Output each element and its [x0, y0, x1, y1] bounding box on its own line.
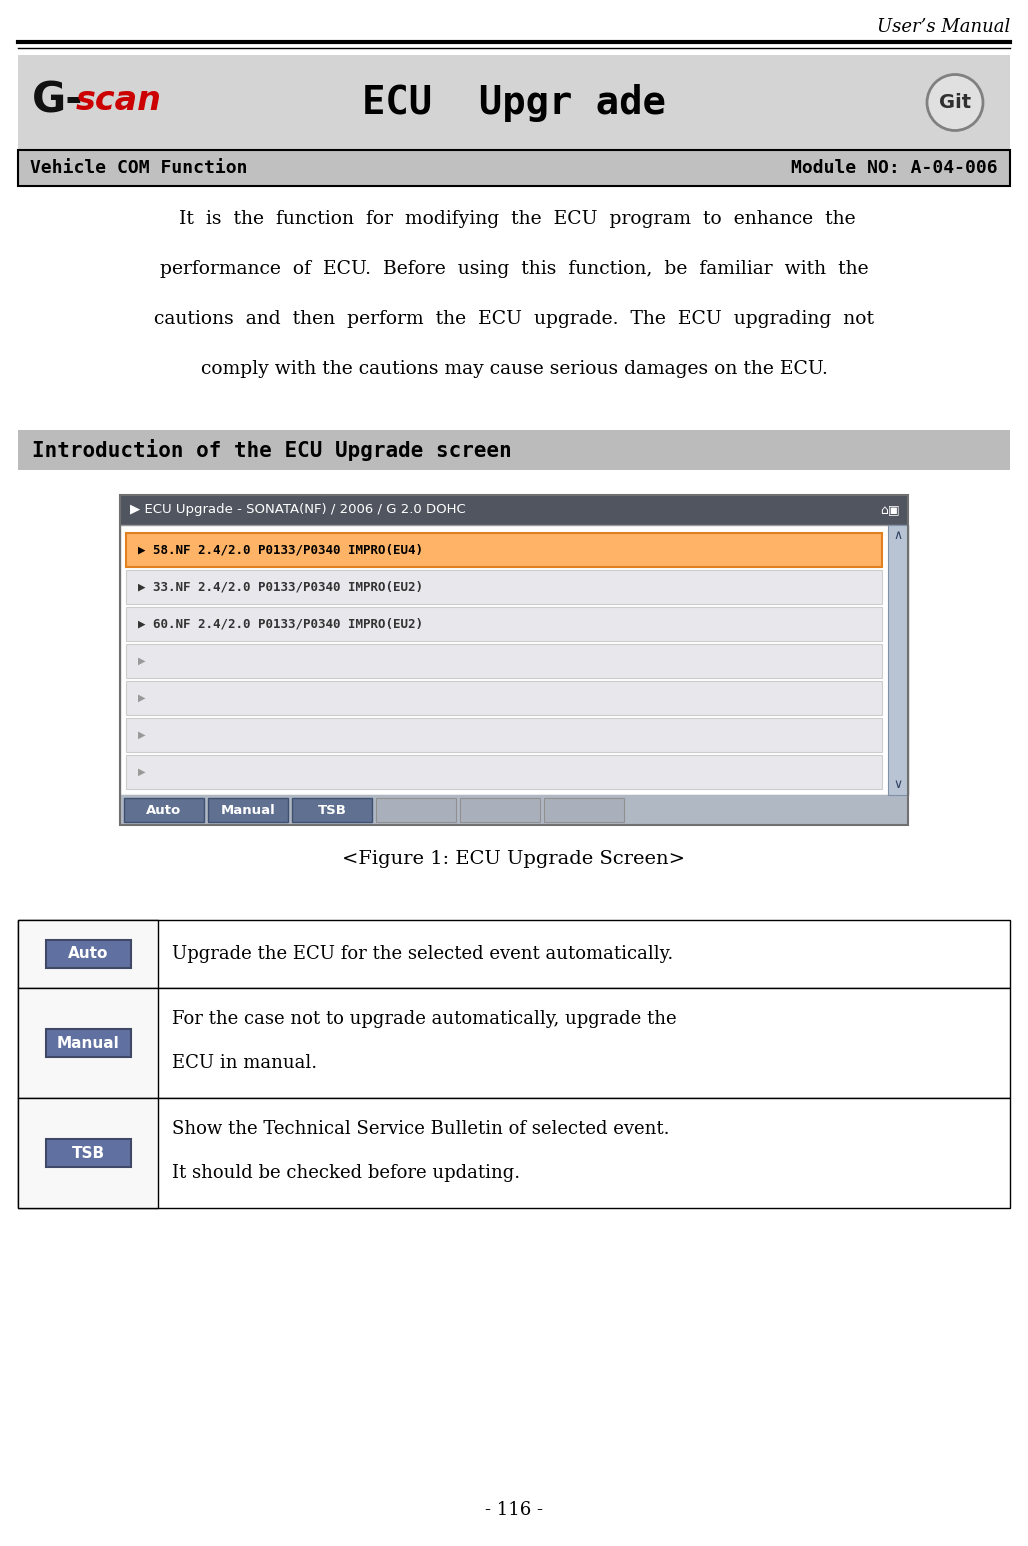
Text: Git: Git — [939, 93, 971, 111]
Text: TSB: TSB — [71, 1146, 105, 1161]
Bar — [126, 754, 882, 788]
Circle shape — [927, 74, 983, 130]
Text: ECU  Upgr ade: ECU Upgr ade — [362, 83, 666, 122]
Text: ∨: ∨ — [893, 778, 903, 792]
Bar — [126, 533, 882, 567]
Text: ▶: ▶ — [138, 730, 146, 741]
Bar — [208, 798, 288, 822]
Bar — [120, 795, 908, 826]
Text: Upgrade the ECU for the selected event automatically.: Upgrade the ECU for the selected event a… — [172, 945, 673, 963]
Text: performance  of  ECU.  Before  using  this  function,  be  familiar  with  the: performance of ECU. Before using this fu… — [159, 260, 869, 278]
Text: Vehicle COM Function: Vehicle COM Function — [30, 159, 248, 176]
Bar — [19, 920, 1009, 988]
Bar — [120, 495, 908, 826]
Bar — [126, 608, 882, 642]
Text: Auto: Auto — [68, 946, 108, 962]
Bar — [120, 495, 908, 526]
Text: ECU in manual.: ECU in manual. — [172, 1054, 317, 1071]
Text: ▶ ECU Upgrade - SONATA(NF) / 2006 / G 2.0 DOHC: ▶ ECU Upgrade - SONATA(NF) / 2006 / G 2.… — [130, 504, 466, 516]
Text: It should be checked before updating.: It should be checked before updating. — [172, 1164, 520, 1181]
Text: - 116 -: - 116 - — [485, 1501, 543, 1520]
Text: User’s Manual: User’s Manual — [877, 19, 1009, 36]
Text: It  is  the  function  for  modifying  the  ECU  program  to  enhance  the: It is the function for modifying the ECU… — [173, 210, 855, 227]
Text: Show the Technical Service Bulletin of selected event.: Show the Technical Service Bulletin of s… — [172, 1119, 669, 1138]
Text: ▶: ▶ — [138, 767, 146, 778]
Bar — [19, 56, 1009, 150]
Bar — [19, 1098, 1009, 1207]
Text: <Figure 1: ECU Upgrade Screen>: <Figure 1: ECU Upgrade Screen> — [342, 850, 686, 867]
Bar — [19, 150, 1009, 186]
Bar — [19, 988, 1009, 1098]
Bar — [126, 717, 882, 751]
Text: G-: G- — [32, 79, 83, 122]
Bar — [120, 526, 908, 795]
Bar — [45, 1139, 131, 1167]
Bar — [292, 798, 372, 822]
Text: Module NO: A-04-006: Module NO: A-04-006 — [792, 159, 998, 176]
Text: For the case not to upgrade automatically, upgrade the: For the case not to upgrade automaticall… — [172, 1010, 676, 1028]
Bar — [19, 430, 1009, 470]
Bar — [460, 798, 540, 822]
Bar — [45, 1030, 131, 1057]
Bar — [19, 920, 158, 988]
Text: ▶ 33.NF 2.4/2.0 P0133/P0340 IMPRO(EU2): ▶ 33.NF 2.4/2.0 P0133/P0340 IMPRO(EU2) — [138, 580, 423, 594]
Text: ▶ 60.NF 2.4/2.0 P0133/P0340 IMPRO(EU2): ▶ 60.NF 2.4/2.0 P0133/P0340 IMPRO(EU2) — [138, 617, 423, 631]
Text: Introduction of the ECU Upgrade screen: Introduction of the ECU Upgrade screen — [32, 439, 512, 461]
Bar — [19, 1098, 158, 1207]
Text: ⌂▣: ⌂▣ — [880, 504, 900, 516]
Bar — [45, 940, 131, 968]
Text: cautions  and  then  perform  the  ECU  upgrade.  The  ECU  upgrading  not: cautions and then perform the ECU upgrad… — [154, 311, 874, 328]
Text: ▶ 58.NF 2.4/2.0 P0133/P0340 IMPRO(EU4): ▶ 58.NF 2.4/2.0 P0133/P0340 IMPRO(EU4) — [138, 544, 423, 557]
Bar — [126, 645, 882, 679]
Text: Manual: Manual — [57, 1036, 119, 1050]
Bar — [544, 798, 624, 822]
Text: ▶: ▶ — [138, 693, 146, 703]
Bar — [126, 570, 882, 604]
Bar — [124, 798, 204, 822]
Bar — [888, 526, 908, 795]
Text: TSB: TSB — [318, 804, 346, 816]
Bar — [19, 988, 158, 1098]
Text: comply with the cautions may cause serious damages on the ECU.: comply with the cautions may cause serio… — [200, 360, 828, 379]
Text: ∧: ∧ — [893, 529, 903, 543]
Text: scan: scan — [76, 83, 161, 117]
Bar — [376, 798, 456, 822]
Text: Manual: Manual — [221, 804, 276, 816]
Text: Auto: Auto — [146, 804, 182, 816]
Bar — [126, 680, 882, 714]
Text: ▶: ▶ — [138, 656, 146, 666]
